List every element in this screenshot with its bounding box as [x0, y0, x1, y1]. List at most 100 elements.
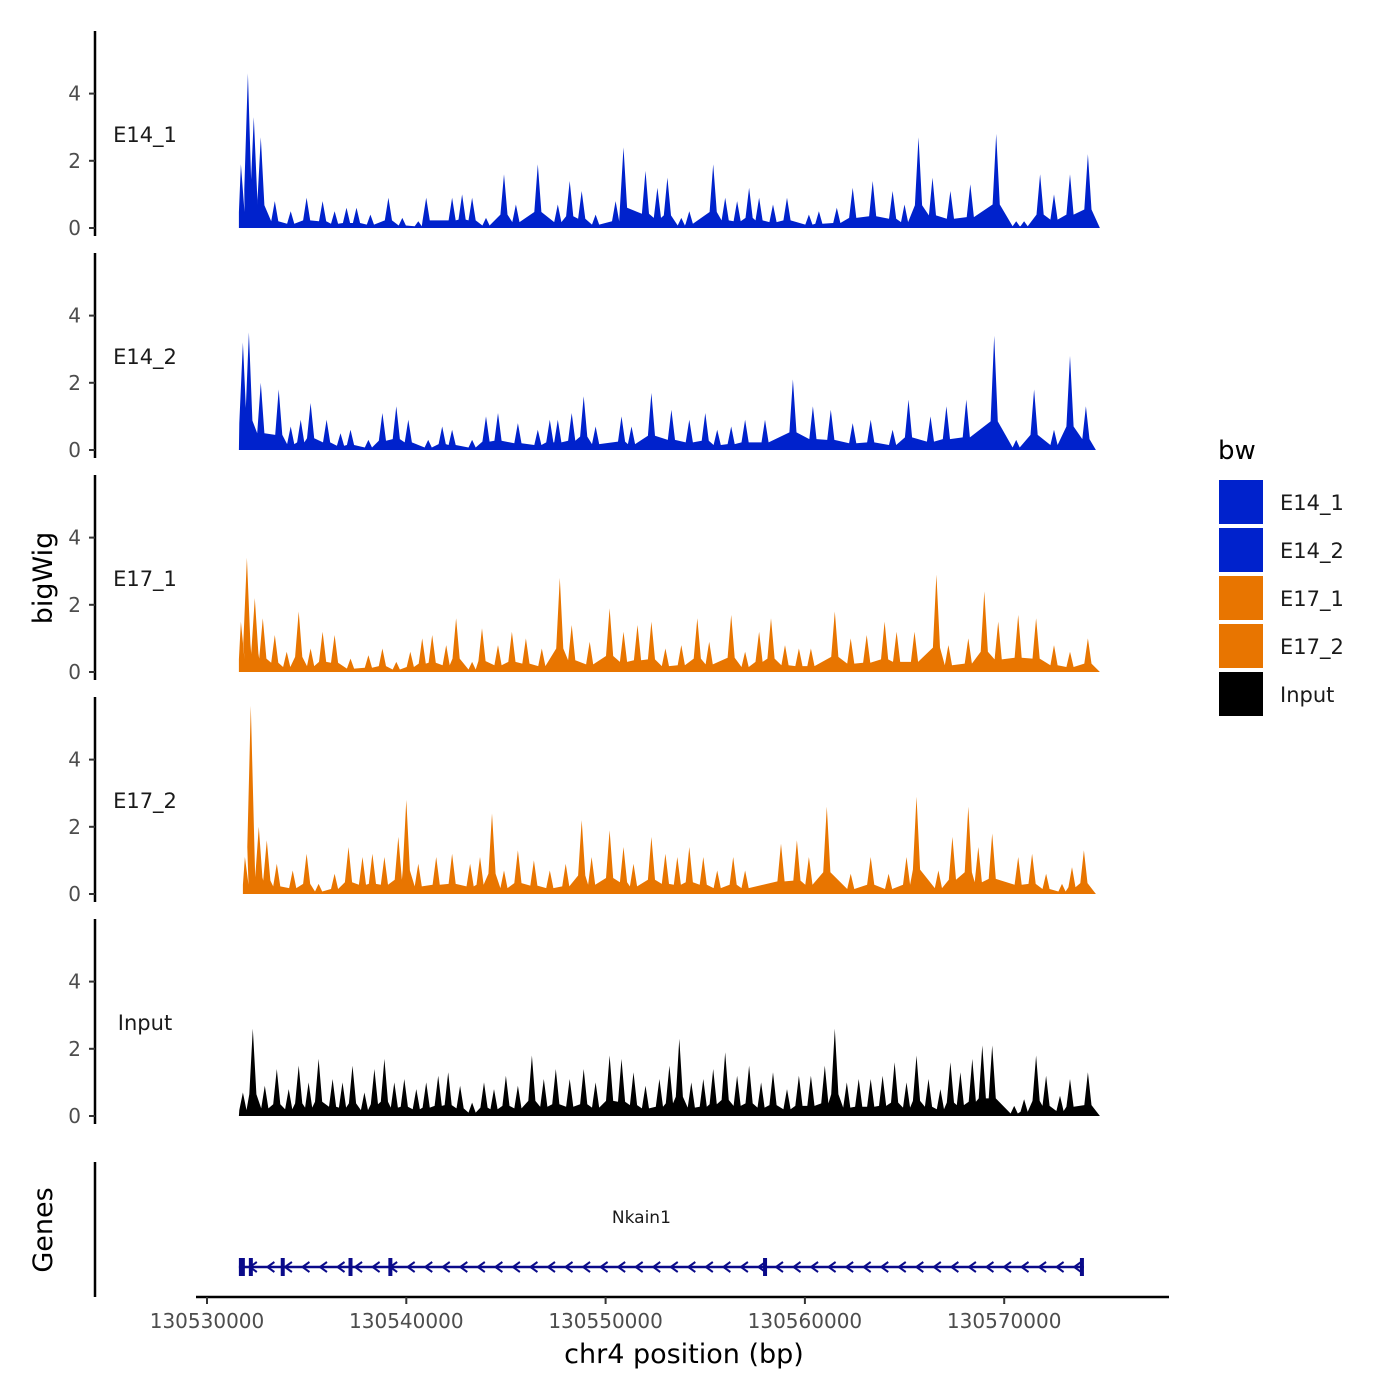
strand-arrow — [861, 1261, 872, 1273]
legend-item-Input: Input — [1219, 672, 1334, 716]
strand-arrow — [1054, 1261, 1065, 1273]
strand-arrow — [967, 1261, 977, 1273]
strand-arrow — [844, 1261, 854, 1273]
legend-swatch — [1219, 576, 1263, 620]
area-series-E17_2 — [242, 705, 1096, 894]
strand-arrow — [493, 1261, 503, 1273]
strand-arrow — [441, 1261, 451, 1273]
genes-axis-title: Genes — [28, 1187, 59, 1272]
strand-arrow — [458, 1261, 468, 1273]
strand-arrow — [318, 1261, 328, 1273]
track-label: E14_2 — [113, 345, 177, 370]
strand-arrow — [616, 1261, 626, 1273]
legend-item-E14_2: E14_2 — [1219, 528, 1344, 572]
gene-exon — [348, 1258, 353, 1276]
y-tick-label: 4 — [68, 82, 81, 106]
legend-label: E14_1 — [1280, 491, 1344, 516]
y-tick-label: 0 — [68, 1104, 81, 1128]
y-tick-label: 2 — [68, 371, 81, 395]
tracks-group: 0 2 4 E14_1 0 2 4 E14_2 0 2 4 E17_1 0 2 4 E17_2 0 2 4 Input — [68, 31, 1100, 1128]
track-label: E14_1 — [113, 123, 177, 148]
y-tick-label: 4 — [68, 748, 81, 772]
strand-arrow — [949, 1261, 959, 1273]
x-tick-label: 130540000 — [349, 1309, 464, 1333]
area-series-E14_1 — [238, 73, 1100, 229]
y-tick-label: 4 — [68, 970, 81, 994]
strand-arrow — [791, 1261, 802, 1273]
strand-arrow — [879, 1261, 889, 1273]
gene-label: Nkain1 — [612, 1208, 671, 1228]
legend-swatch — [1219, 624, 1263, 668]
track-E14_1: 0 2 4 E14_1 — [68, 31, 1100, 240]
legend-swatch — [1219, 672, 1263, 716]
x-axis-title: chr4 position (bp) — [564, 1339, 804, 1370]
strand-arrow — [914, 1261, 924, 1273]
area-series-Input — [238, 1028, 1100, 1116]
strand-arrow — [405, 1261, 416, 1273]
strand-arrow — [1019, 1261, 1030, 1273]
legend-label: Input — [1280, 683, 1334, 707]
strand-arrow — [721, 1261, 731, 1273]
strand-arrow — [300, 1261, 311, 1273]
strand-arrow — [598, 1261, 609, 1273]
track-Input: 0 2 4 Input — [68, 919, 1100, 1128]
y-tick-label: 4 — [68, 526, 81, 550]
y-tick-label: 0 — [68, 660, 81, 684]
y-tick-label: 2 — [68, 149, 81, 173]
y-tick-label: 2 — [68, 1037, 81, 1061]
gene-exon — [238, 1258, 245, 1276]
gene-exon — [248, 1258, 253, 1276]
strand-arrow — [826, 1261, 837, 1273]
strand-arrow — [932, 1261, 942, 1273]
y-tick-label: 0 — [68, 216, 81, 240]
track-label: Input — [118, 1011, 172, 1035]
strand-arrow — [739, 1261, 749, 1273]
strand-arrow — [669, 1261, 679, 1273]
strand-arrow — [265, 1261, 275, 1273]
x-tick-label: 130570000 — [947, 1309, 1062, 1333]
legend-title: bw — [1218, 436, 1256, 466]
strand-arrow — [651, 1261, 661, 1273]
gene-exon — [280, 1258, 285, 1276]
gene-exon — [388, 1258, 393, 1276]
track-label: E17_1 — [113, 567, 177, 592]
strand-arrow — [581, 1261, 591, 1273]
track-E17_2: 0 2 4 E17_2 — [68, 697, 1096, 906]
y-axis-title: bigWig — [28, 532, 59, 625]
legend-label: E17_2 — [1280, 635, 1344, 660]
legend-item-E17_2: E17_2 — [1219, 624, 1344, 668]
gene-exon — [1079, 1258, 1084, 1276]
strand-arrow — [423, 1261, 433, 1273]
strand-arrow — [984, 1261, 995, 1273]
strand-arrow — [633, 1261, 644, 1273]
strand-arrow — [809, 1261, 819, 1273]
strand-arrow — [283, 1261, 293, 1273]
strand-arrow — [1072, 1261, 1082, 1273]
legend-item-E17_1: E17_1 — [1219, 576, 1344, 620]
legend-item-E14_1: E14_1 — [1219, 480, 1344, 524]
y-tick-label: 0 — [68, 438, 81, 462]
strand-arrow — [546, 1261, 556, 1273]
strand-arrow — [353, 1261, 363, 1273]
strand-arrow — [686, 1261, 696, 1273]
strand-arrow — [335, 1261, 346, 1273]
track-E14_2: 0 2 4 E14_2 — [68, 253, 1096, 462]
legend-swatch — [1219, 480, 1263, 524]
strand-arrow — [528, 1261, 539, 1273]
y-tick-label: 0 — [68, 882, 81, 906]
legend-swatch — [1219, 528, 1263, 572]
strand-arrow — [511, 1261, 521, 1273]
track-label: E17_2 — [113, 789, 177, 814]
area-series-E17_1 — [238, 557, 1100, 672]
x-tick-label: 130550000 — [548, 1309, 663, 1333]
strand-arrow — [370, 1261, 381, 1273]
strand-arrow — [774, 1261, 784, 1273]
x-tick-label: 130560000 — [748, 1309, 863, 1333]
strand-arrow — [897, 1261, 907, 1273]
legend-label: E17_1 — [1280, 587, 1344, 612]
x-axis: 130530000 130540000 130550000 130560000 1305… — [150, 1295, 1169, 1333]
gene-exon — [763, 1258, 768, 1276]
x-tick-label: 130530000 — [150, 1309, 265, 1333]
strand-arrow — [476, 1261, 486, 1273]
